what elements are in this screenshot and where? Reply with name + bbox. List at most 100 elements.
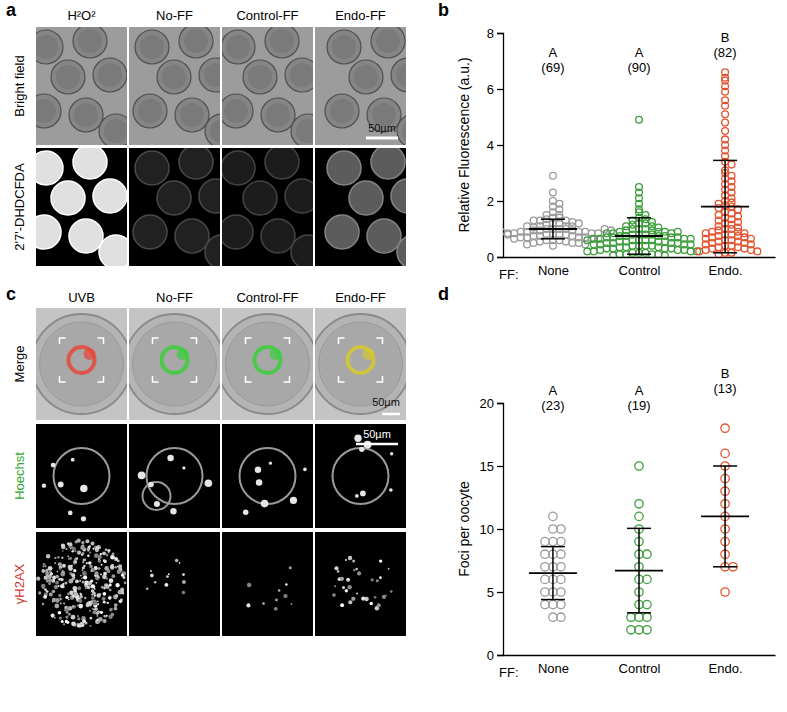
data-point [549, 525, 557, 533]
data-point [569, 233, 576, 240]
y-tick-mark [497, 257, 503, 258]
y-tick: 2 [487, 194, 503, 209]
foci-spot [58, 562, 62, 566]
foci-spot [106, 553, 109, 556]
foci-spot [65, 596, 68, 599]
chromatin-spot [255, 467, 261, 473]
foci-spot [94, 595, 96, 597]
data-point [524, 234, 531, 241]
foci-spot [182, 591, 185, 594]
foci-spot [113, 595, 118, 600]
oocyte-fluorescence [285, 179, 313, 213]
panel-a: H²O²No-FFControl-FFEndo-FFBright field2'… [12, 8, 431, 269]
y-axis: 05101520 [480, 396, 504, 663]
data-point [610, 252, 617, 257]
foci-spot [100, 611, 103, 614]
chromatin-spot [138, 471, 146, 479]
data-point [623, 244, 630, 251]
oocyte-fluorescence [397, 235, 406, 266]
x-tick: Control [619, 661, 661, 676]
y-tick-mark [497, 466, 503, 467]
foci-spot [114, 603, 118, 607]
x-axis: NoneControlEndo. [504, 656, 776, 677]
chromatin-spot [261, 500, 269, 508]
foci-spot [55, 585, 58, 588]
data-point [722, 128, 729, 135]
foci-spot [80, 575, 82, 577]
error-cap [541, 546, 565, 548]
oocyte [175, 98, 209, 132]
y-axis-title: Foci per oocyte [456, 481, 472, 577]
data-point [643, 600, 651, 608]
nuclear-envelope [147, 448, 203, 504]
foci-spot [106, 615, 108, 617]
foci-spot [340, 577, 344, 581]
foci-spot [108, 596, 111, 599]
data-point [722, 88, 729, 95]
foci-spot [63, 623, 65, 625]
data-point [661, 252, 668, 257]
foci-spot [92, 608, 94, 610]
foci-spot [388, 568, 390, 570]
foci-spot [45, 565, 47, 567]
foci-spot [154, 581, 157, 584]
data-point [541, 537, 549, 545]
data-point [635, 462, 643, 470]
oocyte-fluorescence [157, 181, 191, 215]
foci-spot [86, 562, 88, 564]
oocyte-fluorescence [205, 235, 220, 266]
foci-spot [348, 556, 352, 560]
foci-spot [112, 552, 115, 555]
data-point [549, 512, 557, 520]
data-point [530, 240, 537, 247]
foci-spot [60, 578, 63, 581]
foci-spot [82, 619, 86, 623]
foci-spot [58, 611, 62, 615]
marks [503, 69, 761, 257]
foci-spot [95, 576, 100, 581]
scale-bar [366, 137, 398, 140]
data-point [754, 248, 761, 255]
data-point [584, 237, 591, 244]
foci-spot [110, 613, 114, 617]
oocyte-fluorescence [291, 235, 313, 266]
foci-spot [82, 561, 84, 563]
foci-spot [88, 561, 92, 565]
zoom-bracket [284, 338, 290, 344]
foci-spot [74, 550, 76, 552]
foci-spot [371, 578, 374, 581]
chromatin-spot [290, 497, 297, 504]
y-tick-label: 10 [480, 522, 494, 537]
oocyte [315, 314, 406, 414]
foci-spot [108, 596, 112, 600]
oocyte-fluorescence [367, 219, 401, 253]
y-tick-label: 0 [487, 250, 494, 265]
error-cap [713, 465, 737, 467]
data-point [721, 424, 729, 432]
image-cell [129, 308, 220, 420]
foci-spot [77, 551, 79, 553]
foci-spot [73, 560, 77, 564]
y-tick-mark [497, 529, 503, 530]
oocyte-core [98, 63, 122, 87]
sample-size: (23) [541, 398, 564, 413]
oocyte [36, 30, 63, 64]
foci-spot [121, 571, 126, 576]
data-point [635, 613, 643, 621]
foci-spot [102, 575, 107, 580]
data-point [584, 248, 591, 255]
chromatin-spot [359, 447, 364, 452]
foci-spot [98, 617, 103, 622]
oocyte [243, 60, 277, 94]
foci-spot [110, 565, 114, 569]
foci-spot [67, 555, 69, 557]
foci-spot [89, 551, 91, 553]
foci-spot [60, 602, 62, 604]
foci-spot [89, 625, 91, 627]
x-tick: Control [619, 263, 661, 278]
zoom-bracket [60, 338, 66, 344]
foci-spot [68, 613, 71, 616]
oocyte-core [56, 65, 80, 89]
image-background [315, 532, 406, 636]
data-point [541, 550, 549, 558]
